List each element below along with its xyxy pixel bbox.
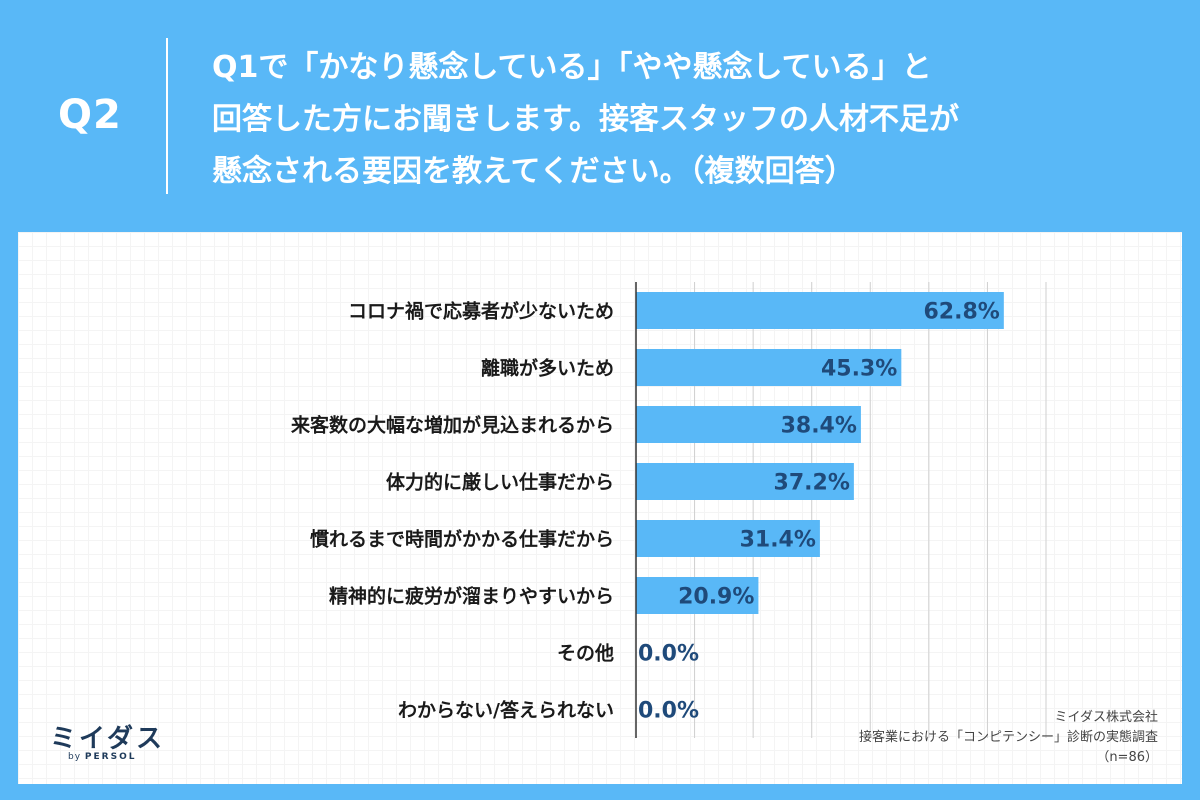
- data-label: 31.4%: [740, 528, 816, 553]
- source-sample-size: （n=86）: [1096, 750, 1158, 765]
- bar: [636, 406, 861, 443]
- data-label: 20.9%: [678, 585, 754, 610]
- data-label: 0.0%: [638, 699, 699, 724]
- category-label: 精神的に疲労が溜まりやすいから: [329, 585, 614, 608]
- source-company: ミイダス株式会社: [1054, 710, 1158, 725]
- midas-logo: ミイダス by PERSOL: [50, 718, 180, 768]
- bar: [636, 577, 759, 614]
- question-text: Q1で「かなり懸念している」「やや懸念している」と 回答した方にお聞きします。接…: [212, 42, 1132, 198]
- source-note: ミイダス株式会社 接客業における「コンピテンシー」診断の実態調査 （n=86）: [859, 708, 1158, 768]
- header-divider: [166, 38, 168, 194]
- question-line-2: 回答した方にお聞きします。接客スタッフの人材不足が: [212, 102, 959, 137]
- category-label: 来客数の大幅な増加が見込まれるから: [291, 414, 614, 437]
- category-label: 体力的に厳しい仕事だから: [386, 471, 614, 494]
- data-label: 37.2%: [774, 471, 850, 496]
- data-label: 62.8%: [924, 300, 1000, 325]
- category-label: わからない/答えられない: [398, 699, 614, 722]
- source-survey: 接客業における「コンピテンシー」診断の実態調査: [858, 730, 1158, 745]
- category-label: 離職が多いため: [481, 357, 614, 380]
- category-label: その他: [557, 642, 614, 665]
- bar: [636, 463, 854, 500]
- header: Q2 Q1で「かなり懸念している」「やや懸念している」と 回答した方にお聞きしま…: [0, 0, 1200, 232]
- chart-panel: コロナ禍で応募者が少ないため 62.8% 離職が多いため 45.3% 来客数の大幅な増加…: [18, 232, 1182, 784]
- logo-byline: by PERSOL: [68, 752, 136, 762]
- data-label: 0.0%: [638, 642, 699, 667]
- question-line-1: Q1で「かなり懸念している」「やや懸念している」と: [212, 50, 932, 85]
- logo-by: by: [68, 752, 82, 762]
- logo-brand: PERSOL: [84, 752, 137, 762]
- category-label: 慣れるまで時間がかかる仕事だから: [310, 528, 614, 551]
- question-number: Q2: [58, 92, 122, 138]
- question-line-3: 懸念される要因を教えてください。（複数回答）: [212, 154, 855, 189]
- bar: [636, 349, 902, 386]
- data-label: 38.4%: [781, 414, 857, 439]
- category-label: コロナ禍で応募者が少ないため: [348, 300, 614, 323]
- bar: [636, 520, 820, 557]
- bar-chart: コロナ禍で応募者が少ないため 62.8% 離職が多いため 45.3% 来客数の大幅な増加…: [291, 282, 1047, 738]
- bar: [636, 292, 1004, 329]
- logo-wordmark: ミイダス: [50, 724, 165, 754]
- data-label: 45.3%: [821, 357, 897, 382]
